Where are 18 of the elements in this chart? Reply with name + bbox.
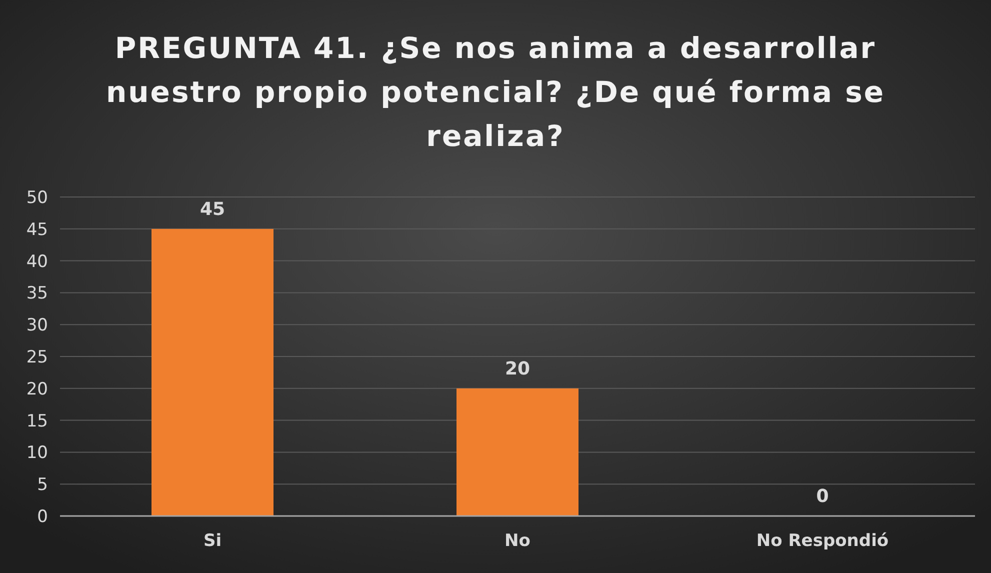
y-tick-label: 0 [37, 506, 48, 527]
y-tick-label: 5 [37, 475, 48, 496]
y-tick-label: 25 [26, 347, 48, 368]
y-tick-label: 50 [26, 188, 48, 208]
x-tick-label: No Respondió [756, 531, 889, 551]
y-tick-label: 45 [26, 220, 48, 240]
y-tick-label: 10 [26, 443, 48, 464]
chart-title: PREGUNTA 41. ¿Se nos anima a desarrollar nuestro propio potencial? ¿De qué forma se realiza? [106, 31, 886, 153]
x-tick-label: No [504, 531, 530, 551]
data-label: 20 [504, 358, 530, 380]
y-tick-label: 15 [26, 411, 48, 432]
x-tick-label: Si [203, 531, 222, 551]
y-tick-label: 40 [26, 252, 48, 272]
data-label: 0 [816, 486, 829, 507]
y-tick-label: 20 [26, 379, 48, 400]
y-tick-label: 35 [26, 284, 48, 304]
y-tick-label: 30 [26, 316, 48, 336]
data-label: 45 [200, 198, 226, 220]
